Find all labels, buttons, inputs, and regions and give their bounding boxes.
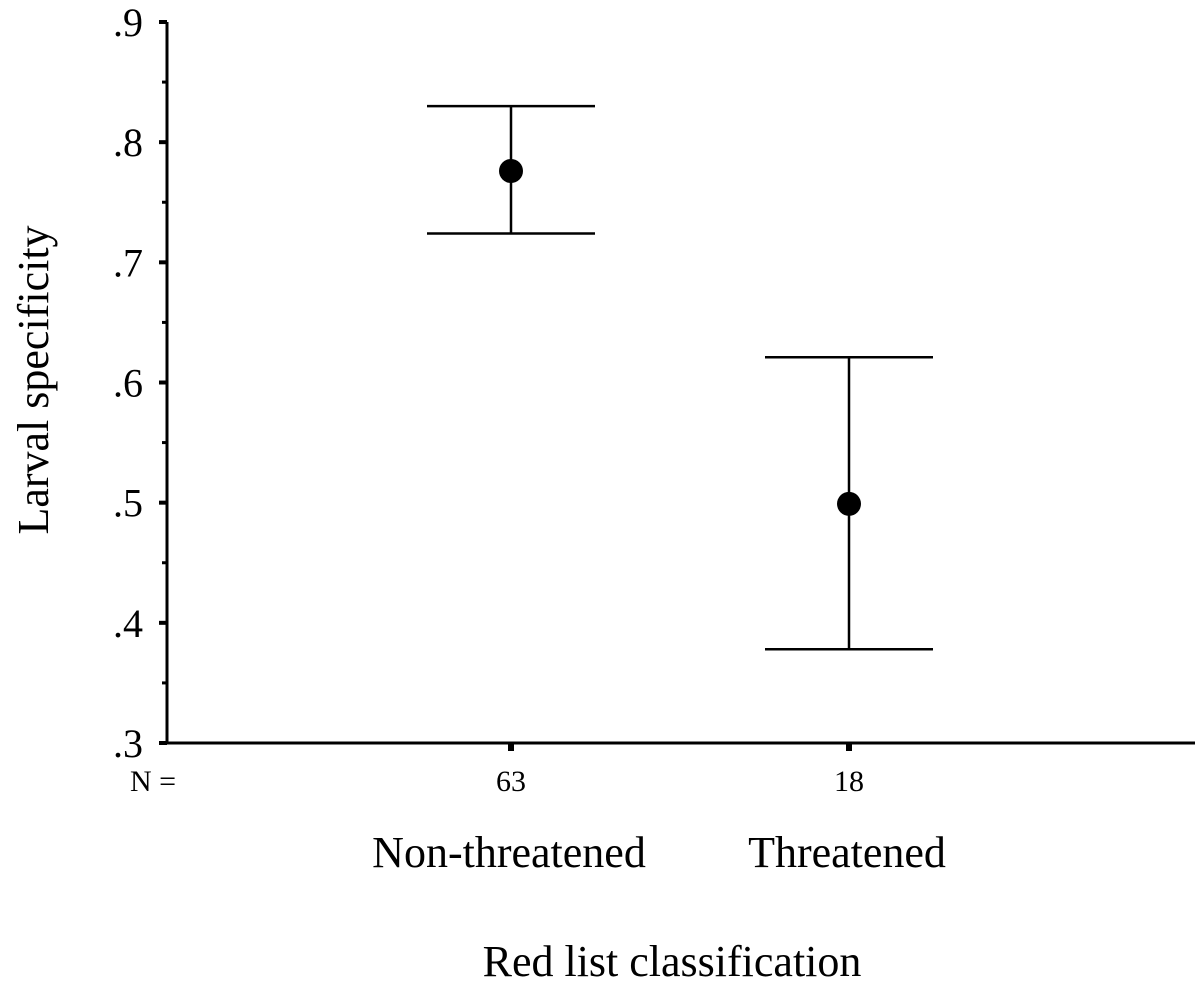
n-label: N =: [130, 765, 176, 798]
n-value-label: 18: [834, 765, 864, 798]
axes: .3 .4 .5 .6 .7 .8 .9 63 Non-threatened 18 Threaten…: [113, 0, 1195, 877]
axis-labels: Larval specificity Red list classificati…: [9, 225, 861, 986]
y-tick-label: .8: [113, 120, 143, 165]
y-tick-label: .9: [113, 0, 143, 45]
y-tick-label: .3: [113, 721, 143, 766]
y-tick-label: .6: [113, 361, 143, 406]
y-tick-label: .7: [113, 240, 143, 285]
y-axis-label: Larval specificity: [9, 225, 58, 534]
y-tick-label: .4: [113, 601, 143, 646]
category-label: Threatened: [748, 828, 946, 877]
mean-point: [499, 159, 523, 184]
plot-marks: [427, 104, 933, 651]
mean-point: [837, 491, 861, 516]
y-tick-label: .5: [113, 481, 143, 526]
x-axis-label: Red list classification: [483, 937, 862, 986]
category-label: Non-threatened: [372, 828, 646, 877]
n-value-label: 63: [496, 765, 526, 798]
